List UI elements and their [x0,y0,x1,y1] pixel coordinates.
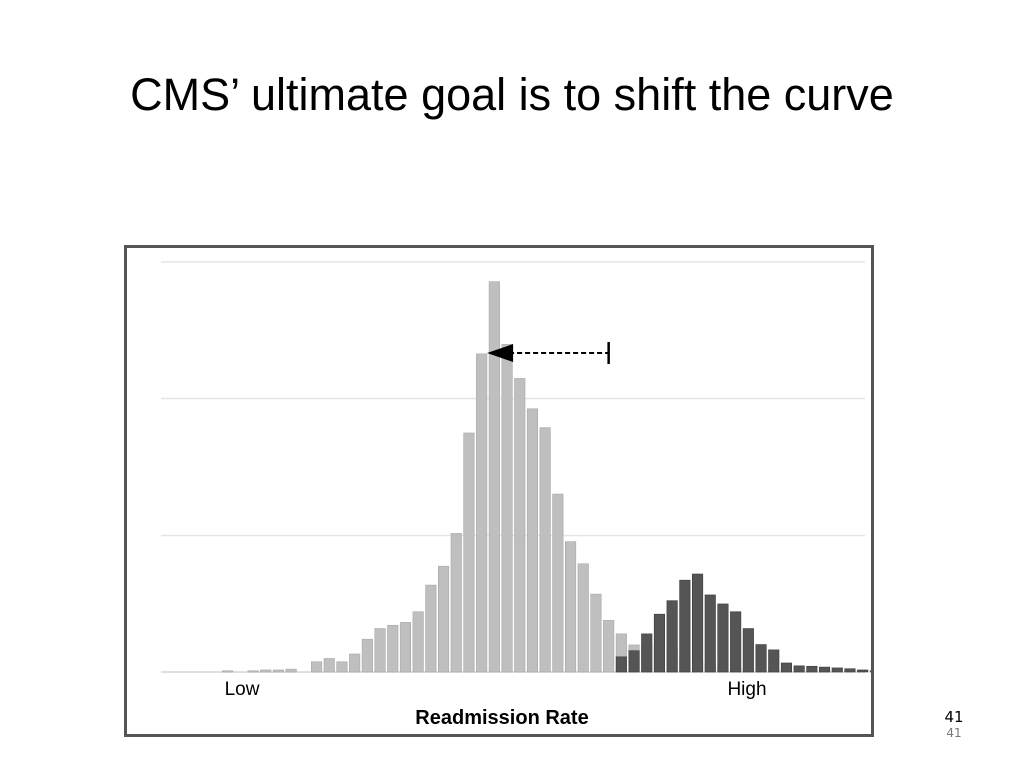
bar-series2-bin-33 [615,656,627,673]
bar-series2-bin-45 [768,649,780,673]
bar-series2-bin-40 [704,594,716,673]
bar-series2-bin-41 [717,603,729,673]
bar-series2-bin-48 [806,665,818,673]
bar-series1-bin-15 [387,624,399,673]
bar-series2-bin-36 [653,613,666,673]
bar-series2-bin-35 [641,633,653,673]
bar-series2-bin-43 [742,628,754,673]
x-tick-label-1: High [727,679,766,700]
bar-series1-bin-28 [552,493,564,673]
shift-arrow-head [487,344,514,363]
bar-series1-bin-5 [260,669,272,673]
bar-series2-bin-52 [857,669,869,673]
bar-series1-bin-17 [412,611,424,673]
page-number: 41 [944,708,964,726]
bar-series2-bin-46 [780,662,793,673]
x-tick-label-0: Low [225,679,260,700]
bar-series1-bin-4 [247,670,259,673]
bar-series2-bin-51 [844,668,856,673]
x-axis-label: Readmission Rate [415,707,588,729]
bar-series1-bin-30 [577,563,589,673]
bar-series1-bin-32 [603,620,615,673]
bar-series1-bin-11 [336,661,348,673]
bar-series1-bin-29 [564,541,577,673]
bar-series1-bin-19 [437,565,450,673]
bar-series1-bin-7 [285,668,297,673]
bar-series1-bin-24 [501,344,513,673]
page-number-footer: 41 [946,726,962,740]
bar-series1-bin-20 [450,533,462,673]
slide-title: CMS’ ultimate goal is to shift the curve [130,69,894,120]
bar-series1-bin-16 [399,622,412,673]
bar-series1-bin-10 [323,658,335,673]
bar-series1-bin-31 [590,593,602,673]
bar-series2-bin-47 [793,665,805,673]
histogram-chart: Low High Readmission Rate [161,261,871,729]
bar-series1-bin-14 [374,628,386,673]
bar-series1-bin-23 [488,281,500,673]
bar-series2-bin-44 [755,644,767,673]
bar-series2-bin-39 [691,573,704,673]
bar-series1-bin-13 [361,638,373,673]
bar-series2-bin-42 [730,611,742,673]
bar-series1-bin-27 [539,427,551,673]
bar-series1-bin-18 [425,584,437,673]
bar-series1-bin-25 [514,378,526,673]
bar-series1-bin-26 [526,408,539,673]
bar-series2-bin-53 [869,670,871,673]
bar-series1-bin-9 [311,661,323,673]
bar-series1-bin-12 [349,653,361,673]
bar-series2-bin-37 [666,600,678,673]
bar-series2-bin-38 [679,579,691,673]
bar-series1-bin-6 [272,669,284,673]
bar-series2-bin-49 [818,666,831,673]
bar-series2-bin-50 [831,667,843,673]
bar-series1-bin-21 [463,432,475,673]
bar-series2-bin-34 [628,650,640,673]
chart-frame: Low High Readmission Rate [124,245,874,737]
bar-series1-bin-2 [222,670,234,673]
bar-series1-bin-22 [476,353,488,673]
